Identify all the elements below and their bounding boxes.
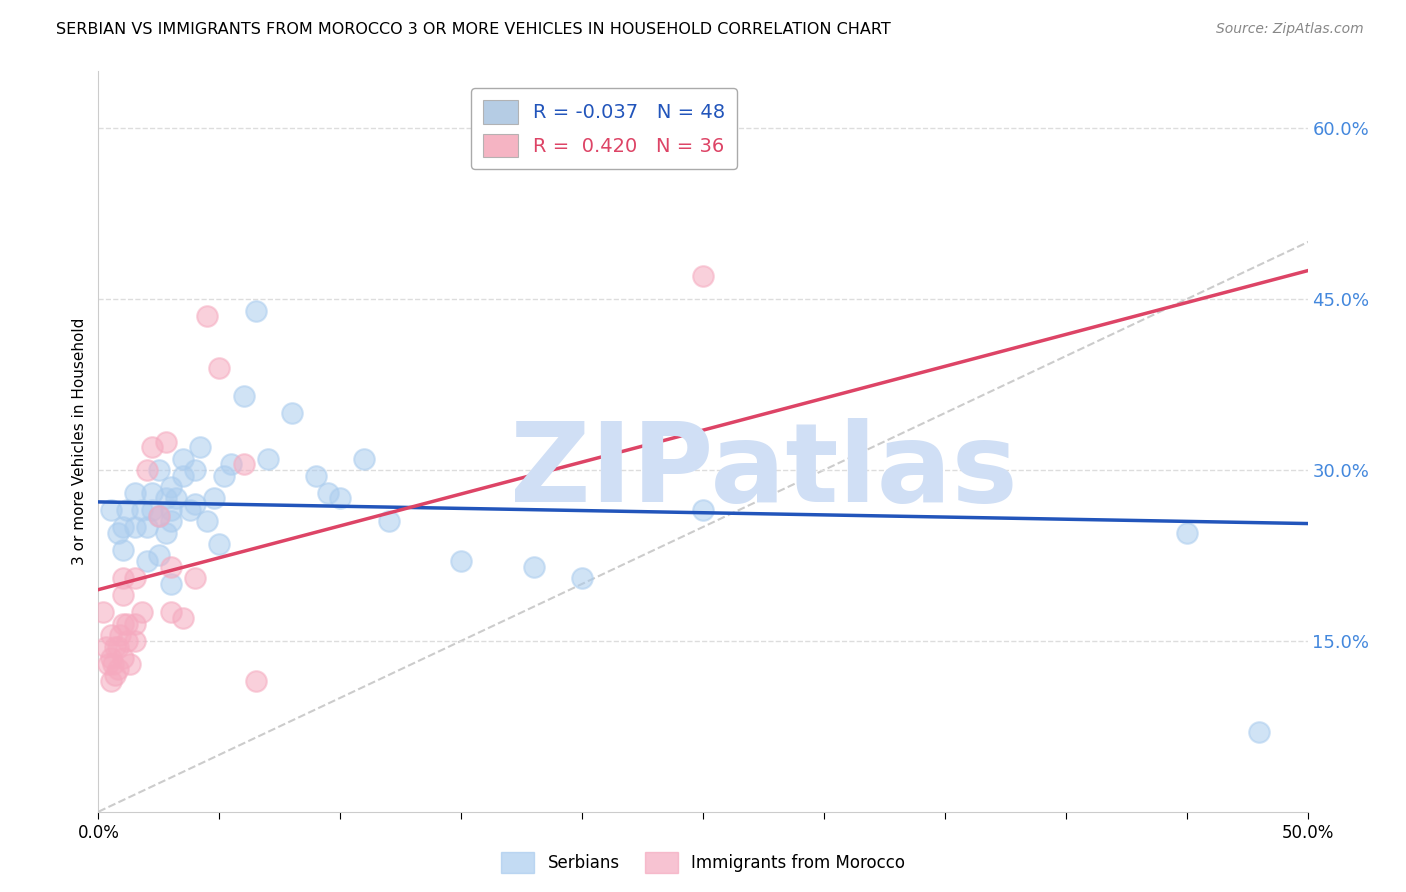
Point: [316, 485, 339, 500]
Point: [107, 662, 129, 676]
Point: [141, 440, 163, 454]
Point: [256, 451, 278, 466]
Point: [124, 633, 146, 648]
Text: Source: ZipAtlas.com: Source: ZipAtlas.com: [1216, 22, 1364, 37]
Point: [94, 640, 117, 654]
Point: [124, 485, 146, 500]
Point: [117, 633, 139, 648]
Point: [172, 468, 194, 483]
Point: [184, 571, 207, 585]
Point: [172, 611, 194, 625]
Point: [523, 559, 546, 574]
Point: [97, 657, 120, 671]
Point: [108, 628, 131, 642]
Text: SERBIAN VS IMMIGRANTS FROM MOROCCO 3 OR MORE VEHICLES IN HOUSEHOLD CORRELATION C: SERBIAN VS IMMIGRANTS FROM MOROCCO 3 OR …: [56, 22, 891, 37]
Point: [148, 463, 170, 477]
Point: [100, 651, 122, 665]
Point: [118, 657, 141, 671]
Point: [195, 310, 218, 324]
Point: [232, 458, 254, 472]
Point: [160, 577, 183, 591]
Point: [117, 503, 139, 517]
Legend: R = -0.037   N = 48, R =  0.420   N = 36: R = -0.037 N = 48, R = 0.420 N = 36: [471, 88, 737, 169]
Point: [160, 503, 183, 517]
Point: [165, 491, 187, 506]
Point: [111, 542, 134, 557]
Point: [148, 549, 170, 563]
Text: ZIPatlas: ZIPatlas: [509, 417, 1018, 524]
Point: [160, 480, 183, 494]
Point: [101, 657, 124, 671]
Point: [131, 606, 153, 620]
Point: [100, 673, 122, 688]
Point: [148, 508, 170, 523]
Point: [160, 514, 183, 528]
Point: [100, 503, 122, 517]
Point: [155, 434, 177, 449]
Point: [111, 651, 134, 665]
Point: [179, 503, 201, 517]
Point: [131, 503, 153, 517]
Point: [692, 269, 714, 284]
Point: [155, 525, 177, 540]
Point: [91, 606, 114, 620]
Point: [212, 468, 235, 483]
Point: [172, 451, 194, 466]
Point: [104, 640, 127, 654]
Point: [245, 673, 267, 688]
Point: [135, 463, 157, 477]
Point: [281, 406, 304, 420]
Point: [160, 606, 183, 620]
Point: [141, 503, 163, 517]
Point: [204, 491, 226, 506]
Point: [111, 588, 134, 602]
Y-axis label: 3 or more Vehicles in Household: 3 or more Vehicles in Household: [72, 318, 87, 566]
Point: [117, 616, 139, 631]
Point: [1249, 725, 1271, 739]
Point: [111, 571, 134, 585]
Point: [100, 628, 122, 642]
Point: [104, 668, 127, 682]
Point: [353, 451, 375, 466]
Point: [107, 640, 129, 654]
Point: [160, 559, 183, 574]
Point: [692, 503, 714, 517]
Point: [450, 554, 472, 568]
Point: [155, 491, 177, 506]
Point: [1175, 525, 1198, 540]
Legend: Serbians, Immigrants from Morocco: Serbians, Immigrants from Morocco: [494, 846, 912, 880]
Point: [232, 389, 254, 403]
Point: [124, 520, 146, 534]
Point: [124, 616, 146, 631]
Point: [148, 508, 170, 523]
Point: [245, 303, 267, 318]
Point: [107, 525, 129, 540]
Point: [195, 514, 218, 528]
Point: [208, 537, 231, 551]
Point: [221, 458, 243, 472]
Point: [135, 554, 157, 568]
Point: [329, 491, 352, 506]
Point: [141, 485, 163, 500]
Point: [571, 571, 593, 585]
Point: [124, 571, 146, 585]
Point: [305, 468, 328, 483]
Point: [208, 360, 231, 375]
Point: [188, 440, 211, 454]
Point: [111, 520, 134, 534]
Point: [184, 497, 207, 511]
Point: [184, 463, 207, 477]
Point: [135, 520, 157, 534]
Point: [111, 616, 134, 631]
Point: [377, 514, 399, 528]
